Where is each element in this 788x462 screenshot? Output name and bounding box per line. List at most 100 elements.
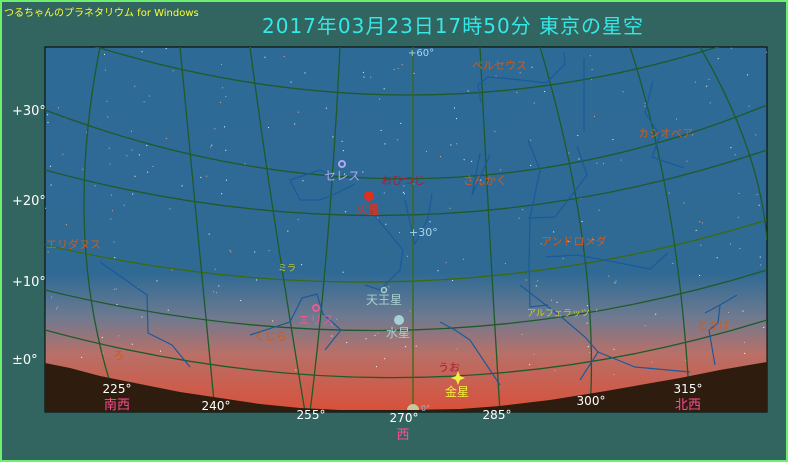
compass-southwest: 南西 [104, 397, 130, 413]
background-star [384, 358, 386, 360]
background-star [287, 230, 289, 232]
background-star [525, 279, 527, 281]
background-star [531, 66, 533, 68]
background-star [102, 352, 104, 354]
background-star [268, 250, 270, 252]
background-star [456, 143, 458, 145]
app-title: つるちゃんのプラネタリウム for Windows [4, 8, 199, 19]
background-star [494, 130, 496, 132]
venus-marker [451, 371, 465, 385]
azimuth-240: 240° [202, 399, 231, 413]
constellation-triangulum: さんかく [463, 174, 507, 187]
background-star [346, 342, 348, 344]
background-star [593, 115, 595, 117]
background-star [495, 75, 497, 77]
sun-icon [407, 404, 419, 410]
background-star [504, 263, 506, 265]
background-star [365, 338, 367, 340]
azimuth-285: 285° [483, 408, 512, 422]
background-star [107, 116, 109, 118]
background-star [244, 163, 246, 165]
compass-west: 西 [396, 428, 409, 443]
background-star [553, 231, 555, 233]
background-star [747, 74, 749, 76]
constellation-andromeda: アンドロメダ [541, 234, 607, 248]
azimuth-270: 270° [390, 411, 419, 425]
mars-label: 火星 [356, 203, 380, 217]
background-star [147, 171, 149, 173]
background-star [206, 175, 208, 177]
background-star [699, 274, 701, 276]
background-star [383, 192, 385, 194]
background-star [734, 154, 736, 156]
background-star [229, 250, 231, 252]
background-star [586, 322, 588, 324]
background-star [374, 334, 376, 336]
background-star [516, 91, 518, 93]
background-star [214, 128, 216, 130]
constellation-lacerta: とかげ [697, 319, 730, 332]
background-star [51, 296, 53, 298]
constellation-cetus: くじら [254, 330, 287, 343]
background-star [50, 184, 52, 186]
background-star [535, 285, 537, 287]
background-star [686, 160, 688, 162]
planets[interactable]: セレス 火星 天王星 エリス 水星 金星 [298, 160, 469, 399]
background-star [181, 185, 183, 187]
background-star [225, 149, 227, 151]
background-star [297, 111, 299, 113]
background-star [587, 346, 589, 348]
background-star [172, 70, 174, 72]
sun-altitude-label: 0° [421, 404, 430, 413]
background-star [439, 156, 441, 158]
background-star [590, 78, 592, 80]
background-star [748, 105, 750, 107]
background-star [537, 280, 539, 282]
background-star [556, 301, 558, 303]
background-star [210, 146, 212, 148]
background-star [685, 359, 687, 361]
background-star [362, 71, 364, 73]
ceres-marker [338, 160, 346, 168]
uranus-marker [380, 286, 388, 294]
background-star [620, 159, 622, 161]
background-star [47, 251, 49, 253]
background-star [131, 343, 133, 345]
background-star [141, 51, 143, 53]
background-star [730, 47, 732, 49]
background-star [544, 91, 546, 93]
altitude-label-10: +10° [12, 275, 46, 290]
background-star [519, 72, 521, 74]
compass-labels: 南西 西 北西 [104, 397, 701, 443]
page-title: 2017年03月23日17時50分 東京の星空 [262, 14, 645, 38]
background-star [256, 279, 258, 281]
background-star [167, 309, 169, 311]
background-star [109, 163, 111, 165]
background-star [230, 251, 232, 253]
background-star [106, 100, 108, 102]
background-star [471, 160, 473, 162]
background-star [694, 81, 696, 83]
background-star [295, 369, 297, 371]
background-star [47, 114, 49, 116]
background-star [760, 264, 762, 266]
azimuth-300: 300° [577, 394, 606, 408]
background-star [115, 288, 117, 290]
sky-area [44, 46, 768, 413]
altitude-label-0: ±0° [12, 353, 38, 368]
background-star [403, 193, 405, 195]
constellation-perseus: ペルセウス [472, 59, 527, 72]
constellation-eridanus: エリダヌス [46, 237, 101, 251]
background-star [454, 107, 456, 109]
background-star [449, 207, 451, 209]
background-star [551, 299, 553, 301]
background-star [294, 123, 296, 125]
background-star [215, 292, 217, 294]
background-star [613, 348, 615, 350]
background-star [644, 105, 646, 107]
background-star [101, 337, 103, 339]
background-star [530, 164, 532, 166]
background-star [651, 361, 653, 363]
background-star [409, 310, 411, 312]
